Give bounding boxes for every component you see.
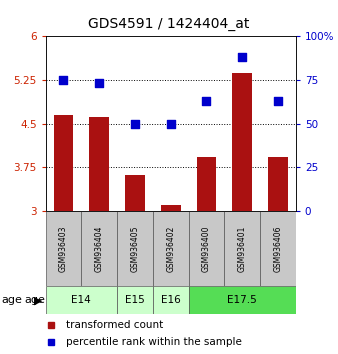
Bar [260,211,296,286]
Bar [46,286,117,314]
Text: age: age [25,295,46,305]
Bar [89,117,109,211]
Text: transformed count: transformed count [66,320,163,330]
Text: E14: E14 [71,295,91,305]
Bar [197,157,216,211]
Text: GSM936406: GSM936406 [273,225,282,272]
Text: GSM936405: GSM936405 [130,225,140,272]
Text: E17.5: E17.5 [227,295,257,305]
Text: GSM936400: GSM936400 [202,225,211,272]
Point [239,55,245,60]
Text: ▶: ▶ [34,295,42,305]
Text: GSM936404: GSM936404 [95,225,104,272]
Bar [117,211,153,286]
Bar [153,286,189,314]
Text: GSM936402: GSM936402 [166,225,175,272]
Bar [81,211,117,286]
Bar [268,157,288,211]
Bar [117,286,153,314]
Text: E16: E16 [161,295,180,305]
Text: E15: E15 [125,295,145,305]
Point [204,98,209,104]
Point [168,121,173,127]
Point [61,77,66,83]
Point [132,121,138,127]
Point [97,81,102,86]
Bar [224,211,260,286]
Text: age: age [1,295,22,305]
Bar [125,175,145,211]
Bar [161,205,180,211]
Bar [189,286,296,314]
Bar [54,115,73,211]
Bar [153,211,189,286]
Bar [189,211,224,286]
Text: GSM936401: GSM936401 [238,225,247,272]
Bar [46,211,81,286]
Text: percentile rank within the sample: percentile rank within the sample [66,337,242,347]
Bar [232,73,252,211]
Text: GSM936403: GSM936403 [59,225,68,272]
Point [275,98,281,104]
Text: GDS4591 / 1424404_at: GDS4591 / 1424404_at [88,17,250,31]
